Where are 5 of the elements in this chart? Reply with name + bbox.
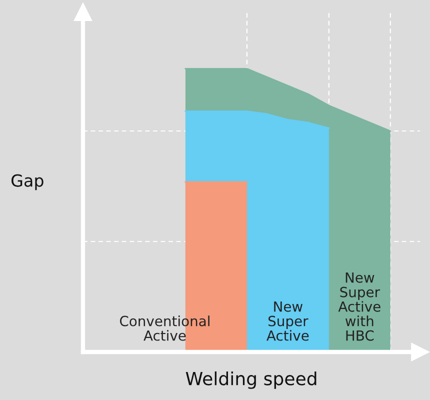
series-label: Conventional Active	[120, 316, 210, 341]
y-axis-title: Gap	[12, 174, 44, 190]
x-axis-title: Welding speed	[186, 371, 316, 389]
series-label: New Super Active	[266, 301, 309, 341]
series-label: New Super Active with HBC	[338, 272, 380, 341]
